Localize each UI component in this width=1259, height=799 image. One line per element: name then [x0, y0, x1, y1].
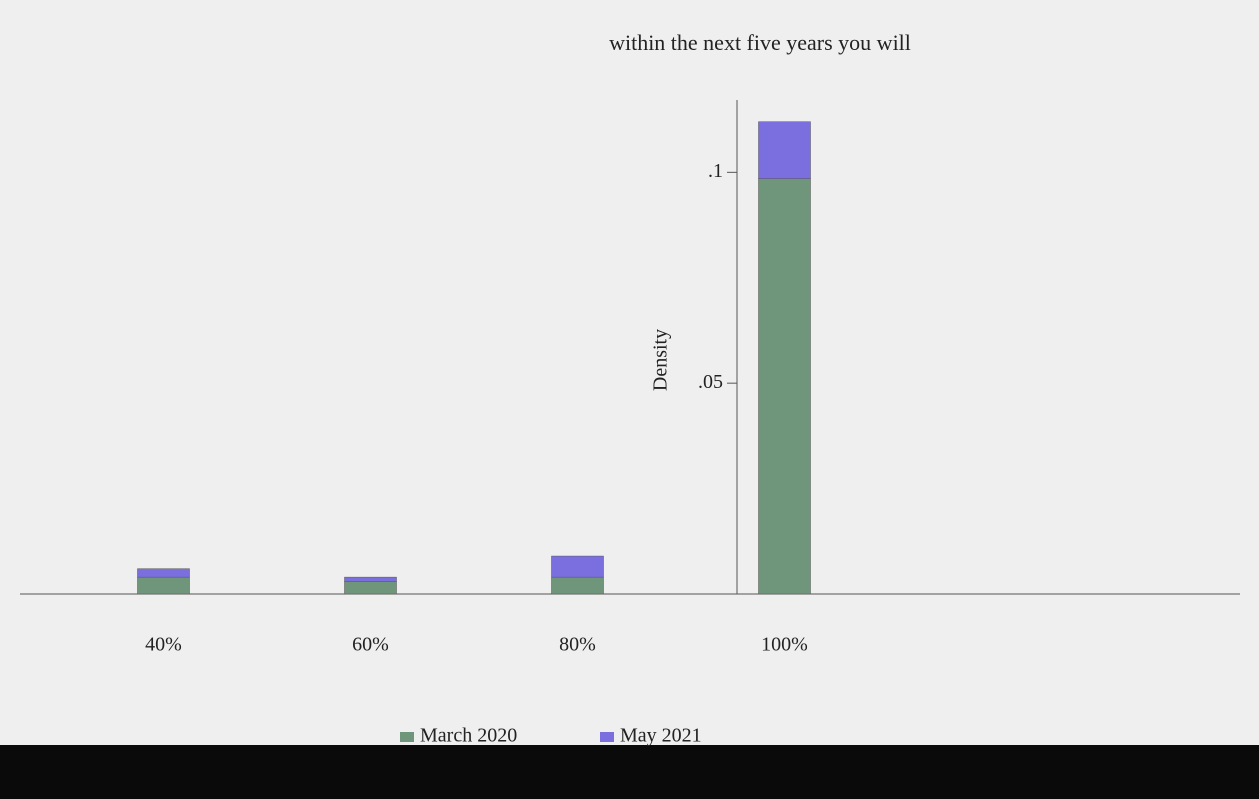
chart-subtitle: within the next five years you will: [609, 30, 911, 55]
bar: [551, 576, 604, 595]
bar: [137, 576, 190, 595]
legend-label: May 2021: [620, 725, 702, 747]
bar: [551, 555, 604, 578]
footer-band: [0, 745, 1259, 799]
legend-swatch: [400, 732, 414, 742]
x-tick-label: 80%: [559, 634, 596, 656]
y-tick-label: .05: [698, 371, 723, 393]
bar: [758, 121, 811, 179]
bar: [344, 581, 397, 595]
bar: [137, 568, 190, 578]
x-tick-label: 40%: [145, 634, 182, 656]
legend-swatch: [600, 732, 614, 742]
bar: [344, 576, 397, 582]
y-tick-label: .1: [708, 160, 723, 182]
x-tick-label: 100%: [761, 634, 808, 656]
y-axis-label: Density: [650, 329, 672, 391]
legend-label: March 2020: [420, 725, 517, 747]
bar: [758, 178, 811, 595]
x-tick-label: 60%: [352, 634, 389, 656]
